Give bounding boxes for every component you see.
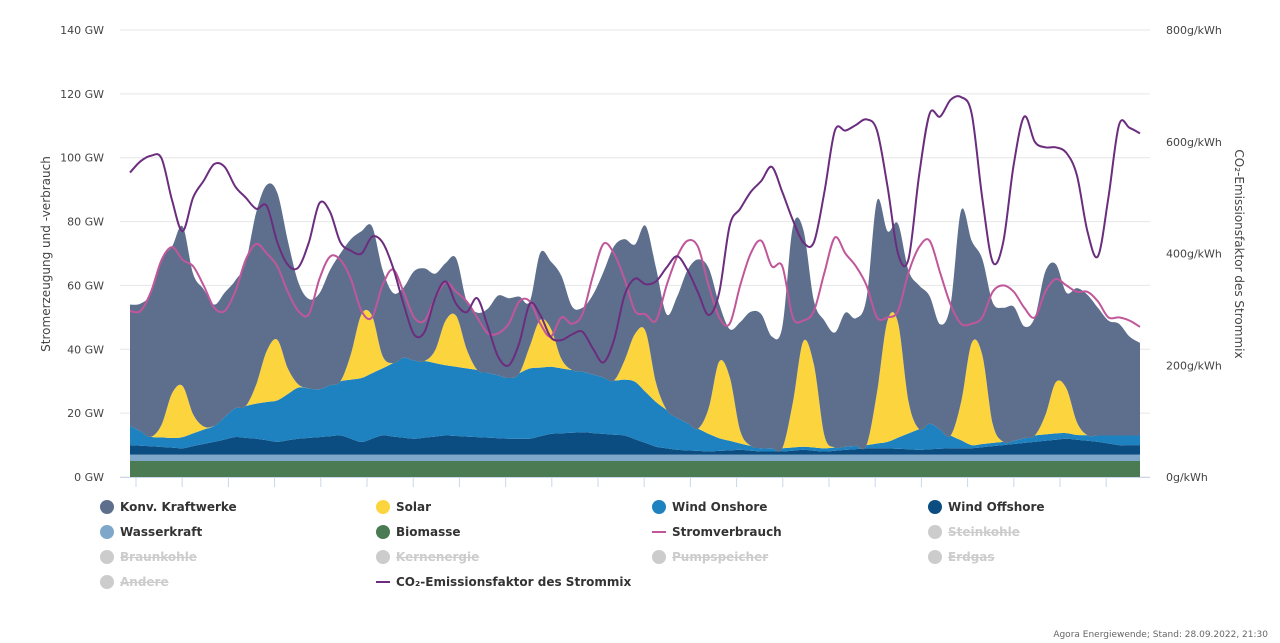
credits: Agora Energiewende; Stand: 28.09.2022, 2…: [1053, 630, 1268, 640]
legend-label: Biomasse: [396, 525, 461, 539]
legend-item-co-emissionsfaktor-des-strommix[interactable]: CO₂-Emissionsfaktor des Strommix: [376, 575, 631, 589]
power-chart: 0 GW 20 GW 40 GW 60 GW 80 GW 100 GW 120 GW 140 …: [39, 24, 1246, 487]
legend-item-stromverbrauch[interactable]: Stromverbrauch: [652, 525, 782, 539]
legend-label: Konv. Kraftwerke: [120, 500, 237, 514]
line-stromverbrauch: [129, 236, 1141, 338]
y-right-tick-label: 400g/kWh: [1166, 248, 1222, 261]
y-left-tick-label: 0 GW: [74, 471, 104, 484]
legend-item-wasserkraft[interactable]: Wasserkraft: [100, 525, 202, 539]
area-wind-onshore: [130, 357, 1140, 452]
legend-symbol-co-emissionsfaktor-des-strommix: [376, 581, 390, 583]
legend-label: CO₂-Emissionsfaktor des Strommix: [396, 575, 632, 589]
legend-symbol-solar: [376, 500, 390, 514]
area-solar: [130, 309, 1140, 452]
y-axis-left: 0 GW 20 GW 40 GW 60 GW 80 GW 100 GW 120 GW 140 …: [60, 24, 104, 484]
legend-item-biomasse[interactable]: Biomasse: [376, 525, 461, 539]
line-series: [129, 95, 1141, 367]
legend-symbol-stromverbrauch: [652, 531, 666, 533]
stacked-areas: [130, 183, 1140, 477]
area-konv-kraftwerke: [130, 183, 1140, 452]
legend-item-konv-kraftwerke[interactable]: Konv. Kraftwerke: [100, 500, 237, 514]
y-right-tick-label: 800g/kWh: [1166, 24, 1222, 37]
legend-label: Wind Offshore: [948, 500, 1045, 514]
legend-item-solar[interactable]: Solar: [376, 500, 431, 514]
y-left-tick-label: 20 GW: [67, 407, 104, 420]
legend-label: Pumpspeicher: [672, 550, 769, 564]
legend-label: Stromverbrauch: [672, 525, 782, 539]
y-right-tick-label: 600g/kWh: [1166, 136, 1222, 149]
legend-item-steinkohle[interactable]: Steinkohle: [928, 525, 1020, 539]
legend-label: Kernenergie: [396, 550, 480, 564]
line-co-emissionsfaktor-des-strommix: [129, 95, 1141, 367]
legend-symbol-braunkohle: [100, 550, 114, 564]
legend-item-braunkohle[interactable]: Braunkohle: [100, 550, 197, 564]
y-right-tick-label: 0g/kWh: [1166, 471, 1208, 484]
legend-symbol-biomasse: [376, 525, 390, 539]
x-axis: [120, 477, 1150, 487]
legend-item-kernenergie[interactable]: Kernenergie: [376, 550, 479, 564]
legend-item-pumpspeicher[interactable]: Pumpspeicher: [652, 550, 768, 564]
y-left-tick-label: 120 GW: [60, 88, 104, 101]
y-axis-right-title: CO₂-Emissionsfaktor des Strommix: [1232, 149, 1246, 358]
y-right-tick-label: 200g/kWh: [1166, 359, 1222, 372]
area-wind-offshore: [130, 432, 1140, 455]
y-left-tick-label: 100 GW: [60, 152, 104, 165]
legend-label: Solar: [396, 500, 432, 514]
legend-symbol-konv-kraftwerke: [100, 500, 114, 514]
legend-label: Steinkohle: [948, 525, 1020, 539]
legend-item-andere[interactable]: Andere: [100, 575, 169, 589]
y-axis-left-title: Stromerzeugung und -verbrauch: [39, 156, 53, 352]
y-left-tick-label: 60 GW: [67, 279, 104, 292]
legend-label: Wind Onshore: [672, 500, 768, 514]
y-left-tick-label: 40 GW: [67, 343, 104, 356]
legend-item-erdgas[interactable]: Erdgas: [928, 550, 995, 564]
legend-symbol-pumpspeicher: [652, 550, 666, 564]
legend-symbol-wind-onshore: [652, 500, 666, 514]
legend-symbol-erdgas: [928, 550, 942, 564]
legend-label: Braunkohle: [120, 550, 197, 564]
legend-label: Andere: [120, 575, 169, 589]
y-left-tick-label: 80 GW: [67, 216, 104, 229]
legend-item-wind-offshore[interactable]: Wind Offshore: [928, 500, 1045, 514]
legend-symbol-wind-offshore: [928, 500, 942, 514]
y-axis-right: 0g/kWh 200g/kWh 400g/kWh 600g/kWh 800g/kWh: [1166, 24, 1222, 484]
legend-symbol-kernenergie: [376, 550, 390, 564]
legend-label: Wasserkraft: [120, 525, 203, 539]
y-left-tick-label: 140 GW: [60, 24, 104, 37]
legend-symbol-steinkohle: [928, 525, 942, 539]
area-wasserkraft: [130, 454, 1140, 461]
legend-item-wind-onshore[interactable]: Wind Onshore: [652, 500, 767, 514]
legend-symbol-andere: [100, 575, 114, 589]
legend-label: Erdgas: [948, 550, 995, 564]
area-biomasse: [130, 461, 1140, 477]
legend-symbol-wasserkraft: [100, 525, 114, 539]
